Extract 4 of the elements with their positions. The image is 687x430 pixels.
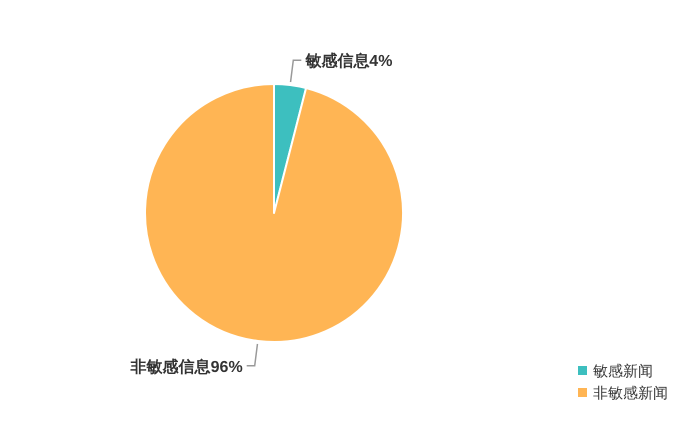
legend-label: 非敏感新闻 [593,385,668,402]
legend-label: 敏感新闻 [593,363,653,380]
data-label: 敏感信息4% [304,52,392,70]
data-label: 非敏感信息96% [130,358,243,376]
